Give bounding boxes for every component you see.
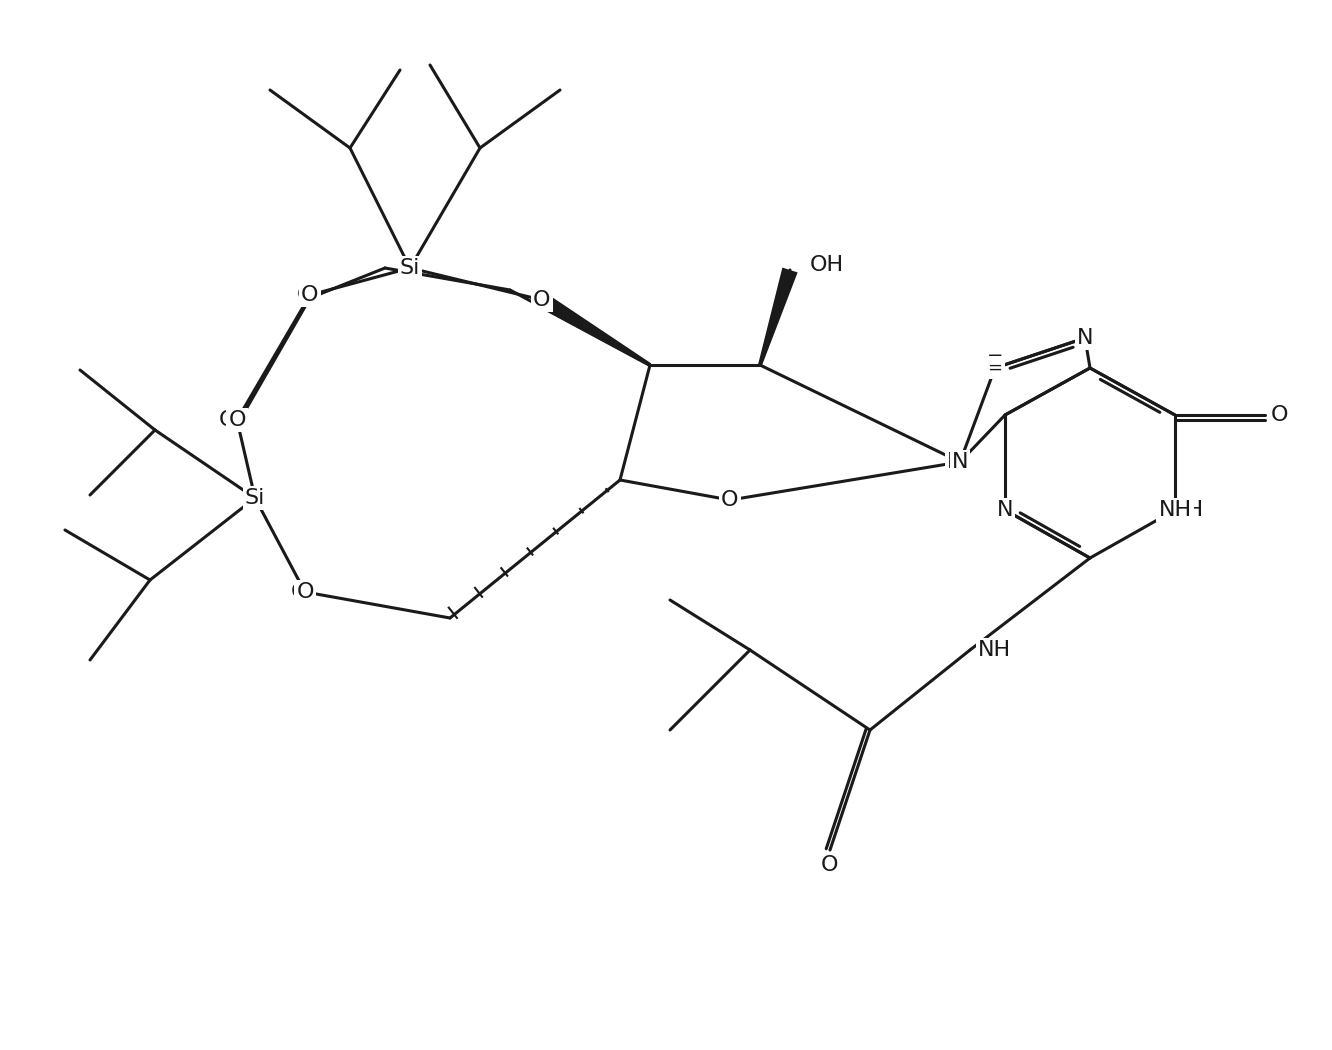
Text: O: O [822, 855, 839, 875]
Text: N: N [996, 505, 1014, 525]
Text: Si: Si [400, 258, 420, 278]
Text: NH: NH [1171, 500, 1204, 520]
Text: N: N [947, 452, 963, 472]
Text: NH: NH [1159, 500, 1192, 520]
Text: O: O [721, 490, 739, 510]
Text: Si: Si [400, 258, 420, 278]
Text: OH: OH [810, 255, 844, 275]
Text: O: O [822, 855, 839, 875]
Text: O: O [218, 410, 236, 430]
Text: Si: Si [245, 488, 265, 508]
Text: N: N [1076, 328, 1094, 348]
Text: N: N [996, 500, 1014, 520]
Polygon shape [758, 268, 798, 365]
Text: =: = [987, 349, 1003, 368]
Text: O: O [301, 285, 318, 304]
Text: O: O [296, 285, 314, 304]
Text: O: O [1271, 405, 1289, 425]
Text: Si: Si [245, 488, 265, 508]
Text: =: = [987, 359, 1003, 377]
Text: O: O [533, 290, 550, 310]
Text: O: O [533, 290, 550, 310]
Text: N: N [952, 452, 968, 472]
Text: NH: NH [978, 640, 1011, 660]
Text: OH: OH [810, 255, 844, 275]
Text: N: N [1076, 326, 1094, 346]
Text: O: O [721, 490, 739, 510]
Text: O: O [228, 410, 245, 430]
Text: NH: NH [978, 640, 1011, 660]
Polygon shape [538, 293, 651, 366]
Text: O: O [296, 582, 314, 602]
Text: O: O [292, 582, 309, 602]
Text: O: O [1271, 405, 1288, 425]
